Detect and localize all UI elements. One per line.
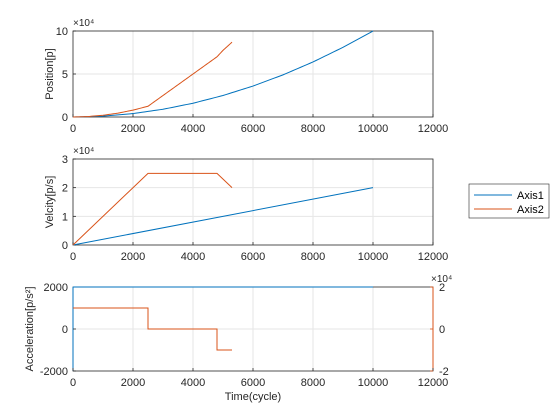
y-tick-label: -2000 [40,366,68,378]
subplot-3: 0 2000 4000 6000 8000 10000 12000-200002000-20… [24,274,452,403]
series-line-axis1 [72,30,374,118]
x-tick-label: 2000 [121,123,145,135]
x-tick-label: 10000 [358,123,389,135]
series-line-axis2 [72,41,233,118]
legend-box [468,183,550,219]
x-tick-label: 4000 [181,251,205,263]
x-tick-label: 0 [70,123,76,135]
series-line-axis1 [72,187,374,246]
subplot-1: 0 2000 4000 6000 8000 10000 12000 0 5 10 ×10⁴ Posit… [44,18,448,135]
x-tick-label: 4000 [181,123,205,135]
y-right-exponent-label: ×10⁴ [431,274,452,285]
x-tick-label: 12000 [418,123,449,135]
series-line-axis2 [72,172,233,246]
y-right-tick-label: 0 [439,324,445,336]
y-exponent-label: ×10⁴ [73,146,94,157]
y-right-tick-label: 2 [439,282,445,294]
y-axis-label: Position[p] [44,48,56,99]
y-tick-label: 0 [62,324,68,336]
x-tick-label: 10000 [358,377,389,389]
x-tick-label: 12000 [418,251,449,263]
series-line-axis2 [73,307,232,351]
legend-label-axis2: Axis2 [517,204,544,216]
x-axis-label: Time(cycle) [225,391,281,403]
y-tick-label: 2000 [44,282,68,294]
y-tick-label: 1 [62,211,68,223]
y-tick-label: 3 [62,154,68,166]
legend: Axis1 Axis2 [468,183,550,219]
x-tick-label: 0 [70,377,76,389]
y-tick-label: 0 [62,240,68,252]
x-tick-label: 2000 [121,251,145,263]
x-tick-label: 0 [70,251,76,263]
x-tick-label: 2000 [121,377,145,389]
x-tick-label: 10000 [358,251,389,263]
y-exponent-label: ×10⁴ [73,18,94,29]
plots-layer: 0 2000 4000 6000 8000 10000 120000510×10⁴Posit… [24,18,550,403]
x-tick-label: 6000 [241,123,265,135]
y-axis-label: Velcity[p/s] [44,176,56,229]
x-tick-label: 4000 [181,377,205,389]
x-tick-label: 6000 [241,377,265,389]
y-tick-label: 0 [62,112,68,124]
y-tick-label: 2 [62,183,68,195]
x-tick-label: 12000 [418,377,449,389]
y-axis-label: Acceleration[p/s²] [24,287,36,372]
x-tick-label: 6000 [241,251,265,263]
y-tick-label: 10 [56,26,68,38]
x-tick-label: 8000 [301,123,325,135]
x-tick-label: 8000 [301,377,325,389]
y-tick-label: 5 [62,69,68,81]
x-tick-label: 8000 [301,251,325,263]
subplot-2: 0 2000 4000 6000 8000 10000 12000 0 1 2 3 ×10⁴ Velci… [44,146,550,263]
y-right-tick-label: -2 [439,366,449,378]
legend-label-axis1: Axis1 [517,190,544,202]
